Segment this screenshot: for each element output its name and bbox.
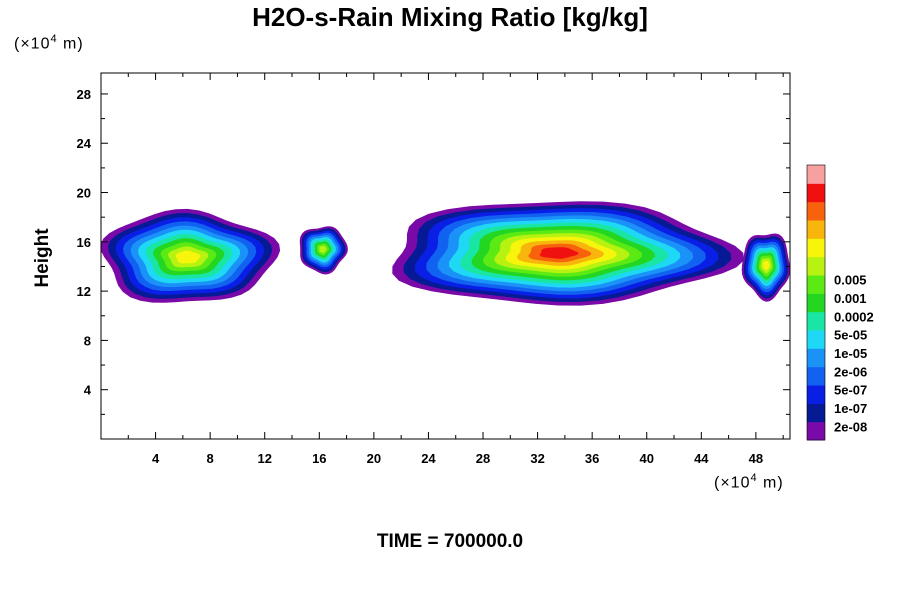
y-tick-label: 28 — [77, 87, 91, 102]
colorbar-label: 0.005 — [834, 273, 867, 288]
colorbar-swatch — [807, 165, 825, 184]
chart-title: H2O-s-Rain Mixing Ratio [kg/kg] — [252, 2, 648, 32]
colorbar-label: 5e-05 — [834, 328, 867, 343]
colorbar-swatch — [807, 311, 825, 331]
plot-frame — [100, 72, 791, 440]
colorbar-label: 0.0002 — [834, 309, 874, 324]
x-tick-label: 28 — [476, 451, 490, 466]
y-tick-label: 12 — [77, 284, 91, 299]
colorbar-label: 5e-07 — [834, 383, 867, 398]
x-tick-label: 12 — [257, 451, 271, 466]
x-tick-label: 40 — [640, 451, 654, 466]
y-tick-label: 8 — [84, 333, 91, 348]
colorbar-label: 1e-05 — [834, 346, 867, 361]
colorbar-swatch — [807, 275, 825, 294]
colorbar-label: 2e-08 — [834, 419, 867, 434]
colorbar-swatch — [807, 220, 825, 239]
y-tick-label: 24 — [77, 136, 92, 151]
colorbar-swatch — [807, 256, 825, 276]
colorbar-swatch — [807, 201, 825, 221]
x-tick-label: 16 — [312, 451, 326, 466]
y-axis-unit: (×104 m) — [14, 33, 84, 53]
x-tick-label: 20 — [367, 451, 381, 466]
cloud-contour — [762, 260, 770, 271]
colorbar-swatch — [807, 330, 825, 349]
time-label: TIME = 700000.0 — [376, 531, 524, 552]
x-tick-label: 8 — [207, 451, 214, 466]
colorbar-frame — [806, 164, 826, 441]
colorbar-swatch — [807, 348, 825, 368]
colorbar-label: 2e-06 — [834, 364, 867, 379]
cloud-contour — [539, 247, 579, 259]
colorbar-swatch — [807, 385, 825, 404]
colorbar: 2e-08 1e-07 5e-07 2e-06 1e-05 5e-05 0.0002 0.00… — [806, 164, 874, 441]
cloud-contour — [175, 250, 201, 264]
x-tick-label: 24 — [421, 451, 436, 466]
colorbar-swatch — [807, 293, 825, 313]
colorbar-swatch — [807, 238, 825, 258]
x-tick-label: 44 — [694, 451, 709, 466]
x-tick-label: 4 — [152, 451, 160, 466]
x-tick-label: 48 — [749, 451, 763, 466]
x-tick-label: 36 — [585, 451, 599, 466]
colorbar-swatch — [807, 403, 825, 423]
x-tick-label: 32 — [530, 451, 544, 466]
colorbar-swatch — [807, 366, 825, 386]
colorbar-swatch — [807, 183, 825, 203]
y-tick-label: 20 — [77, 186, 91, 201]
y-tick-label: 4 — [84, 383, 92, 398]
colorbar-label: 1e-07 — [834, 401, 867, 416]
cloud-contour — [319, 245, 327, 253]
x-axis-unit: (×104 m) — [714, 472, 784, 492]
y-tick-label: 16 — [77, 235, 91, 250]
colorbar-swatch — [807, 421, 825, 441]
colorbar-label: 0.001 — [834, 291, 867, 306]
cloud-field — [101, 201, 790, 306]
